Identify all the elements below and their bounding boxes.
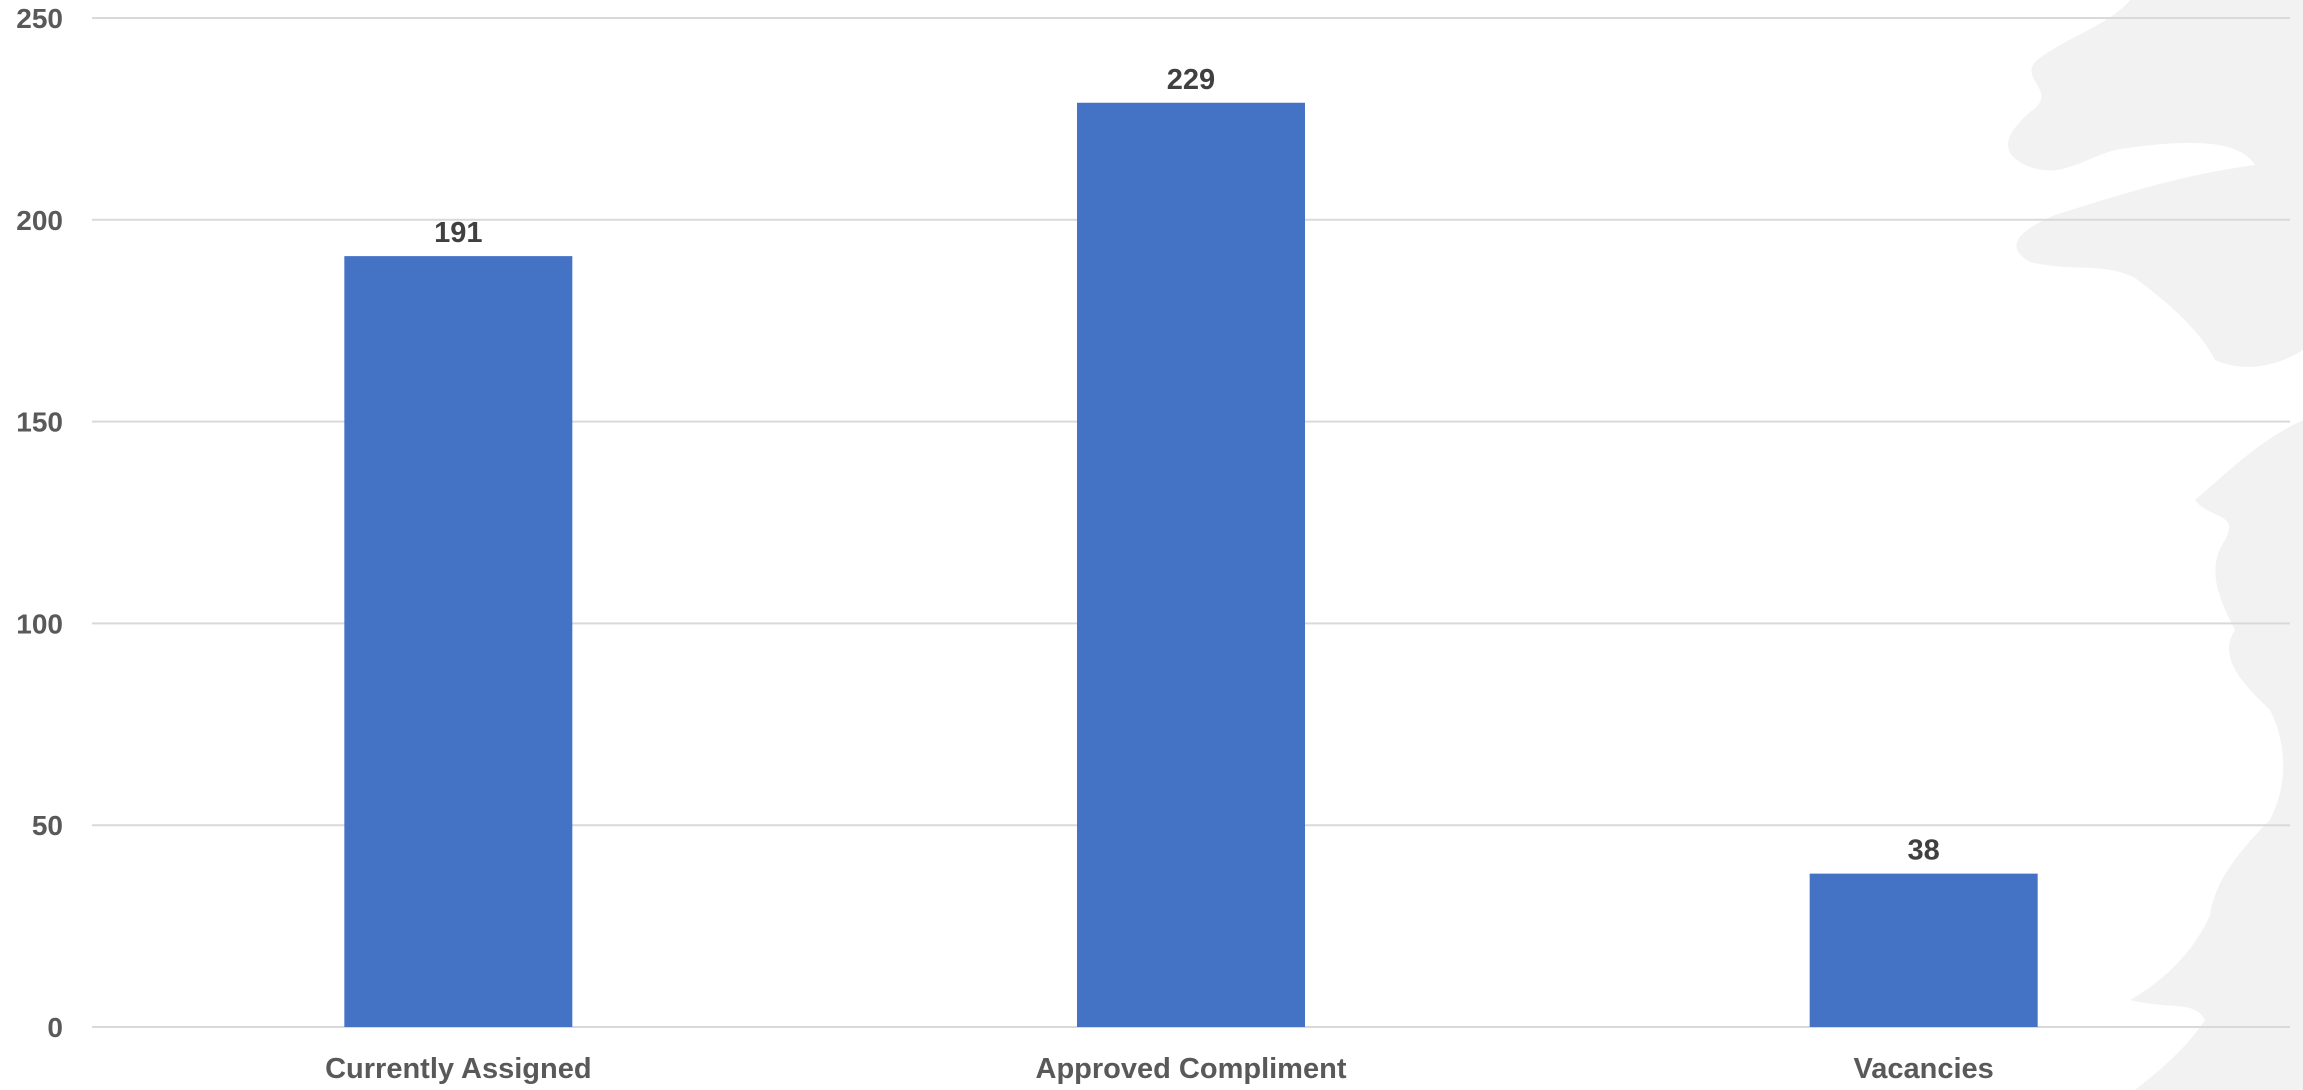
bar — [1077, 102, 1305, 1028]
x-category-label: Approved Compliment — [1036, 1053, 1347, 1085]
bar — [344, 256, 573, 1027]
y-tick-label: 250 — [16, 3, 63, 34]
y-tick-label: 200 — [16, 205, 63, 236]
x-axis-categories: Currently Assigned Approved Compliment Vac… — [325, 1053, 1994, 1085]
y-tick-label: 0 — [47, 1012, 63, 1043]
bar — [1809, 873, 2038, 1027]
y-tick-label: 100 — [16, 608, 63, 639]
y-axis-ticks: 0 50 100 150 200 250 — [16, 3, 63, 1043]
x-category-label: Vacancies — [1854, 1053, 1994, 1085]
y-tick-label: 150 — [16, 407, 63, 438]
data-labels: 191 229 38 — [434, 64, 1940, 867]
y-tick-label: 50 — [32, 810, 63, 841]
bar-value-label: 38 — [1908, 835, 1940, 867]
bars — [344, 102, 2038, 1028]
x-category-label: Currently Assigned — [325, 1053, 591, 1085]
watermark-silhouette — [2008, 0, 2303, 1090]
bar-value-label: 191 — [434, 217, 482, 249]
bar-value-label: 229 — [1167, 64, 1215, 96]
